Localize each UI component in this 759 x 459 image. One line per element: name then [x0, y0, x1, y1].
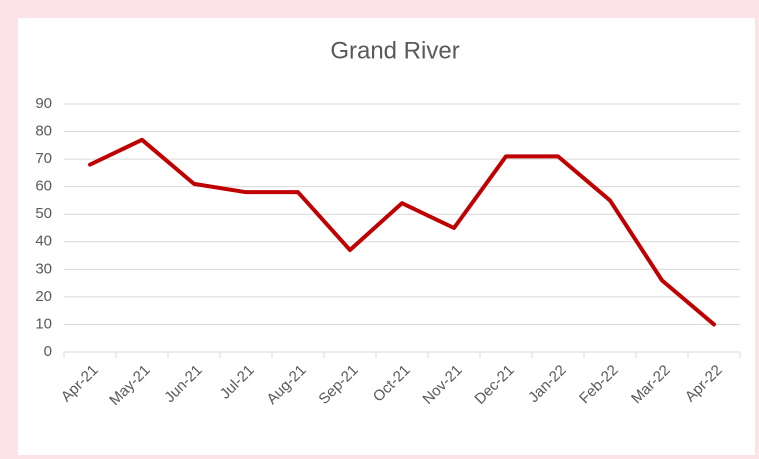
y-tick-label: 20: [35, 288, 52, 305]
y-tick-label: 70: [35, 150, 52, 167]
y-tick-label: 90: [35, 95, 52, 112]
y-tick-label: 10: [35, 315, 52, 332]
y-tick-label: 40: [35, 233, 52, 250]
y-tick-label: 50: [35, 205, 52, 222]
line: [88, 137, 716, 327]
y-tick-label: 0: [44, 343, 52, 360]
chart-title: Grand River: [330, 37, 459, 64]
y-tick-label: 80: [35, 123, 52, 140]
y-tick-label: 60: [35, 178, 52, 195]
y-tick-label: 30: [35, 260, 52, 277]
